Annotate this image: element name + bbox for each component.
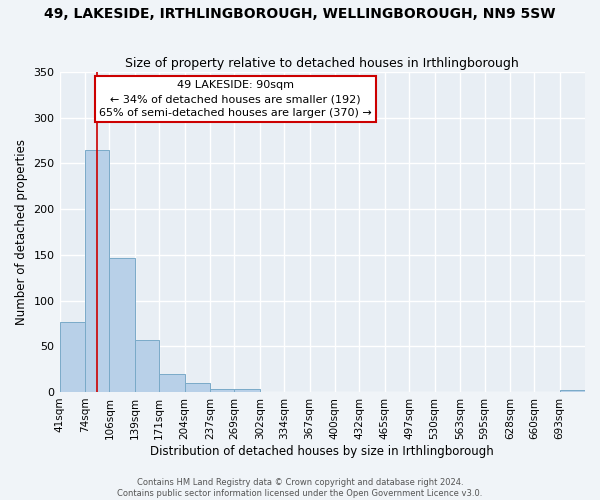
- Bar: [159, 374, 185, 392]
- Bar: [135, 340, 159, 392]
- Bar: [109, 258, 135, 392]
- Y-axis label: Number of detached properties: Number of detached properties: [15, 139, 28, 325]
- Text: 49, LAKESIDE, IRTHLINGBOROUGH, WELLINGBOROUGH, NN9 5SW: 49, LAKESIDE, IRTHLINGBOROUGH, WELLINGBO…: [44, 8, 556, 22]
- Bar: [235, 389, 260, 392]
- Bar: [560, 390, 585, 392]
- Bar: [185, 383, 210, 392]
- Text: Contains HM Land Registry data © Crown copyright and database right 2024.
Contai: Contains HM Land Registry data © Crown c…: [118, 478, 482, 498]
- Bar: [210, 389, 235, 392]
- Bar: [59, 322, 85, 392]
- Text: 49 LAKESIDE: 90sqm
← 34% of detached houses are smaller (192)
65% of semi-detach: 49 LAKESIDE: 90sqm ← 34% of detached hou…: [99, 80, 372, 118]
- Bar: [85, 150, 109, 392]
- X-axis label: Distribution of detached houses by size in Irthlingborough: Distribution of detached houses by size …: [151, 444, 494, 458]
- Title: Size of property relative to detached houses in Irthlingborough: Size of property relative to detached ho…: [125, 56, 519, 70]
